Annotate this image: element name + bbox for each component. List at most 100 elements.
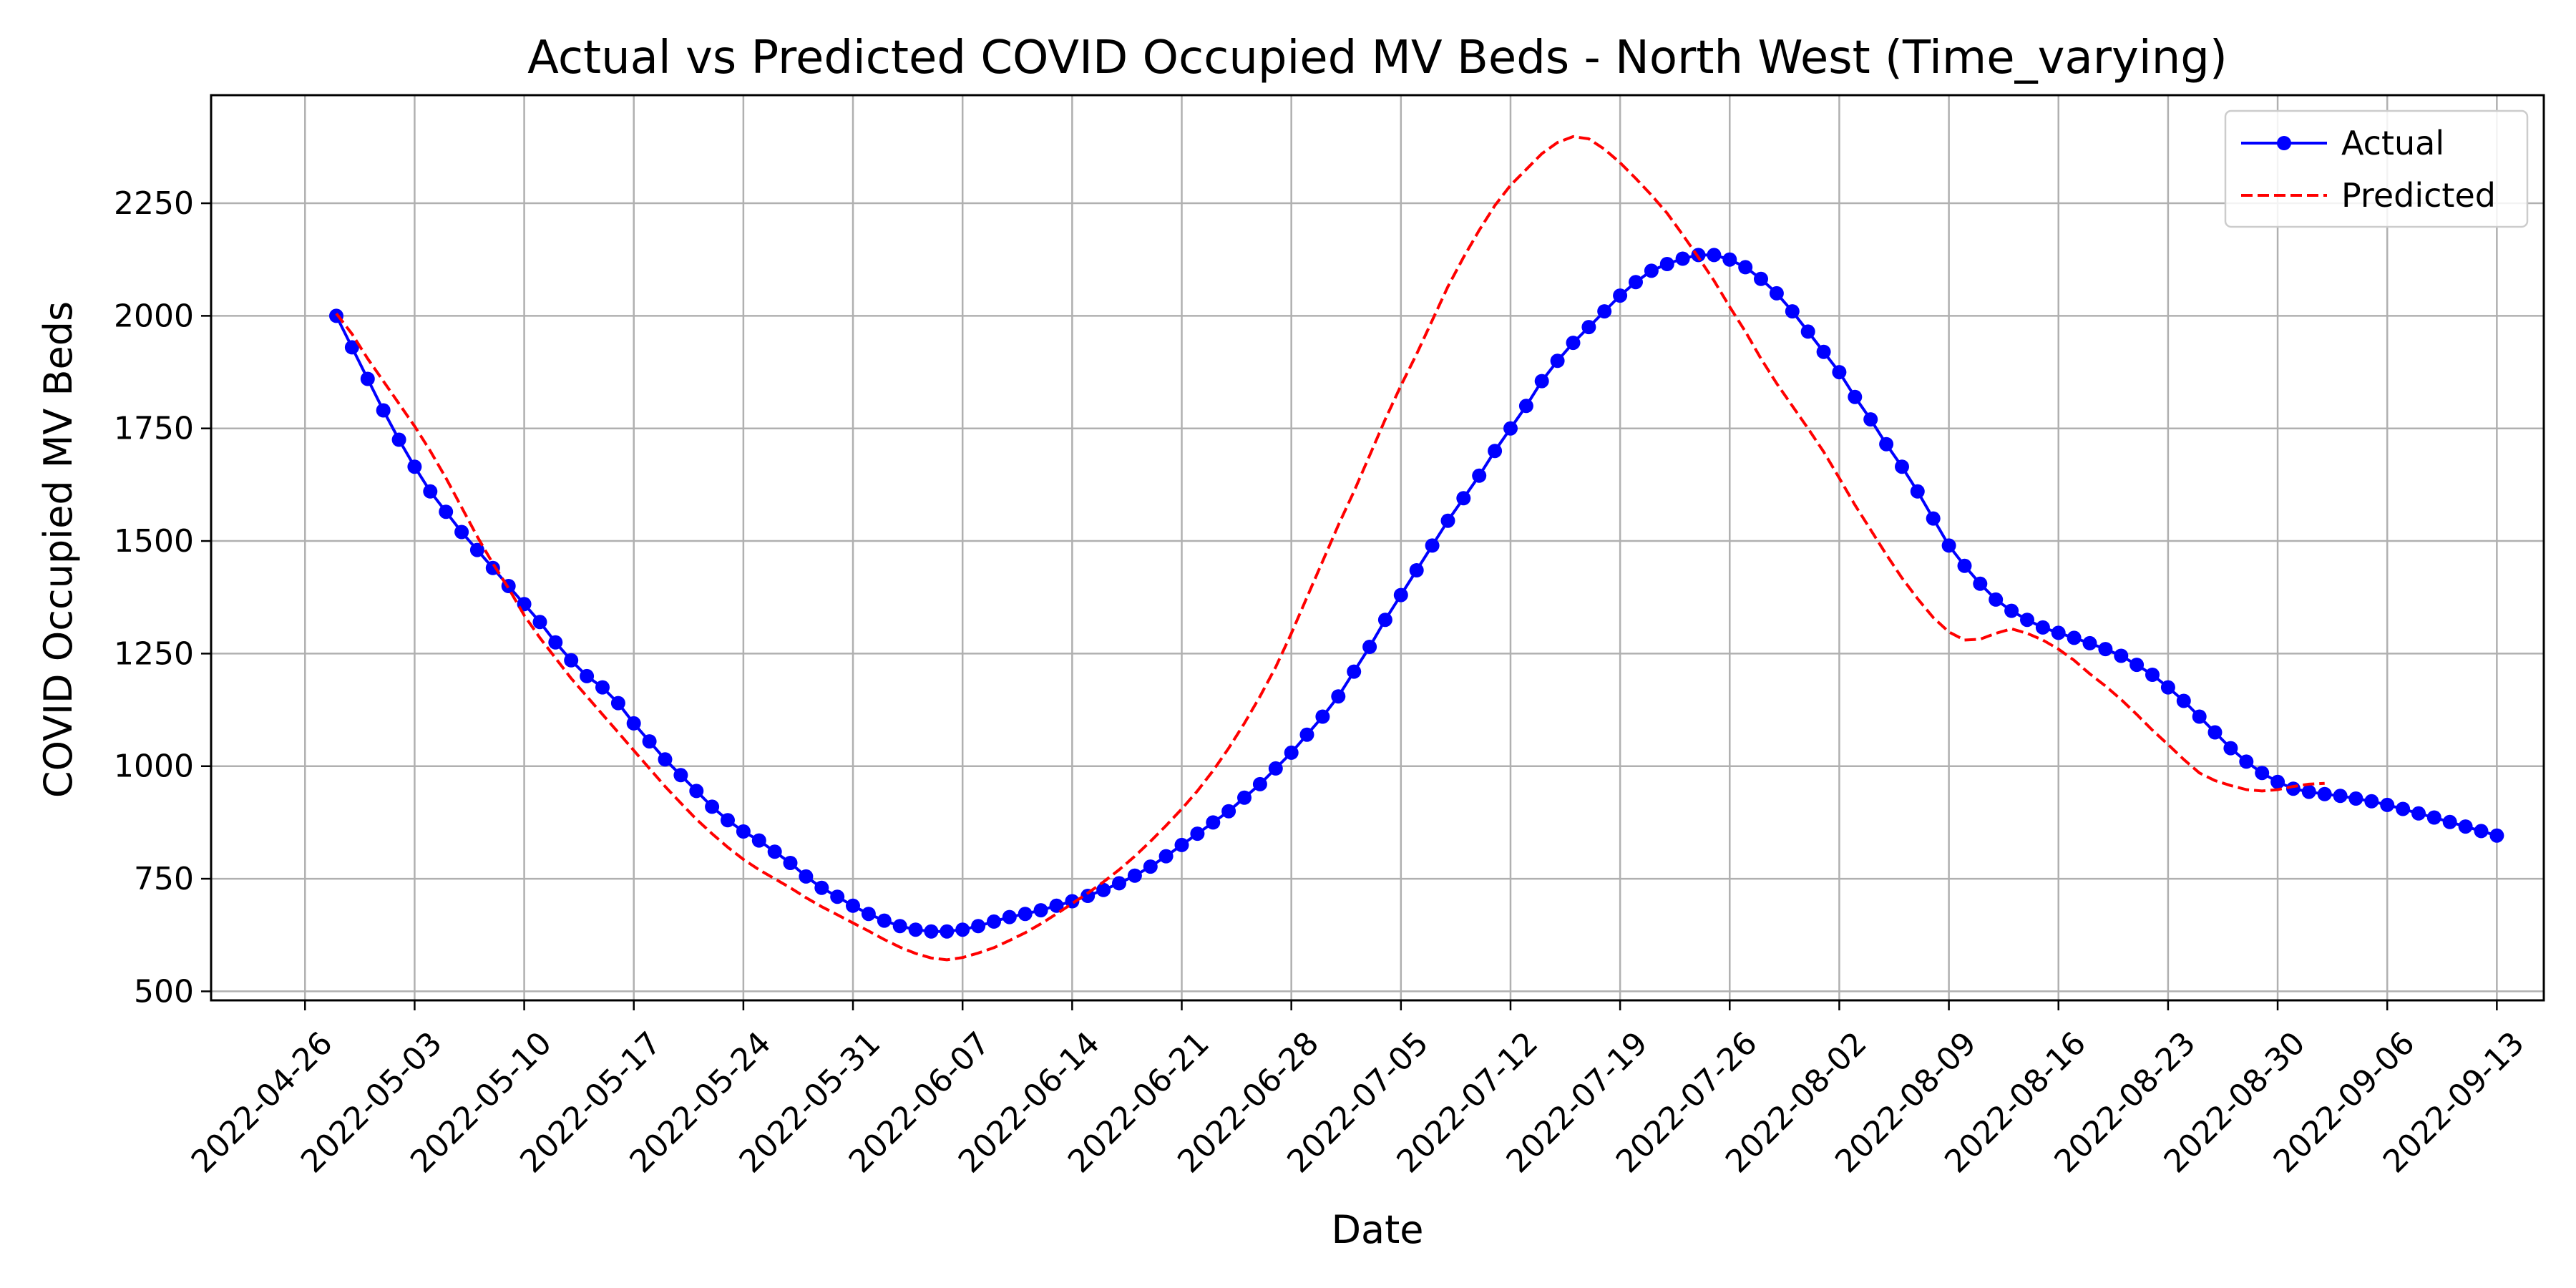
- y-tick-label: 1750: [114, 411, 194, 447]
- data-point-actual: [1299, 727, 1314, 742]
- data-point-actual: [1268, 761, 1283, 776]
- data-point-actual: [2082, 635, 2097, 650]
- y-tick-label: 1500: [114, 523, 194, 560]
- data-point-actual: [1722, 252, 1737, 267]
- data-point-actual: [564, 653, 579, 668]
- data-point-actual: [1832, 365, 1847, 380]
- data-point-actual: [2129, 658, 2145, 673]
- data-point-actual: [439, 504, 454, 519]
- data-point-actual: [2114, 648, 2129, 663]
- data-point-actual: [1597, 304, 1612, 319]
- data-point-actual: [658, 752, 673, 767]
- legend-label-predicted: Predicted: [2341, 176, 2496, 215]
- data-point-actual: [767, 844, 782, 859]
- data-point-actual: [1377, 613, 1392, 628]
- data-point-actual: [1409, 563, 1424, 577]
- data-point-actual: [595, 680, 610, 695]
- data-point-actual: [1221, 804, 1236, 819]
- data-point-actual: [626, 716, 641, 731]
- data-point-actual: [1518, 399, 1533, 414]
- data-point-actual: [1848, 389, 1863, 404]
- data-point-actual: [2380, 797, 2395, 812]
- data-point-actual: [1566, 336, 1581, 351]
- data-point-actual: [705, 799, 720, 814]
- data-point-actual: [1675, 251, 1690, 266]
- data-point-actual: [673, 768, 688, 783]
- y-tick-label: 2250: [114, 185, 194, 222]
- data-point-actual: [548, 635, 563, 650]
- data-point-actual: [1018, 907, 1033, 922]
- data-point-actual: [846, 898, 860, 913]
- data-point-actual: [1503, 421, 1518, 436]
- data-point-actual: [391, 432, 406, 447]
- data-point-actual: [376, 403, 391, 418]
- data-point-actual: [1926, 511, 1941, 526]
- data-point-actual: [1252, 776, 1267, 791]
- data-point-actual: [1973, 576, 1988, 591]
- data-point-actual: [1362, 640, 1377, 654]
- data-point-actual: [861, 907, 876, 922]
- series-line-predicted: [335, 135, 2325, 962]
- data-point-actual: [2411, 806, 2426, 821]
- data-point-actual: [454, 525, 469, 540]
- data-point-actual: [892, 919, 907, 934]
- data-point-actual: [2426, 810, 2441, 825]
- data-point-actual: [1425, 538, 1440, 553]
- data-point-actual: [1440, 513, 1455, 528]
- data-point-actual: [1816, 344, 1831, 359]
- axes-frame: [210, 94, 2545, 1002]
- data-point-actual: [783, 856, 798, 870]
- y-tick-label: 750: [134, 861, 194, 897]
- data-point-actual: [1065, 894, 1080, 909]
- data-point-actual: [1284, 745, 1299, 760]
- data-point-actual: [2348, 791, 2363, 806]
- data-point-actual: [2020, 613, 2034, 628]
- data-point-actual: [1941, 538, 1956, 553]
- data-point-actual: [1488, 444, 1503, 459]
- data-point-actual: [2051, 625, 2066, 640]
- data-point-actual: [2396, 801, 2411, 816]
- data-point-actual: [2192, 709, 2207, 724]
- data-point-actual: [1707, 248, 1722, 263]
- data-point-actual: [580, 668, 595, 683]
- data-point-actual: [2145, 668, 2160, 682]
- data-point-actual: [1237, 790, 1252, 805]
- data-point-actual: [532, 615, 547, 630]
- data-point-actual: [1206, 815, 1221, 830]
- data-point-actual: [1769, 286, 1784, 301]
- data-point-actual: [2317, 786, 2332, 801]
- data-point-actual: [1456, 491, 1471, 506]
- data-point-actual: [1644, 263, 1659, 278]
- chart-title: Actual vs Predicted COVID Occupied MV Be…: [527, 31, 2228, 84]
- data-point-actual: [407, 459, 422, 474]
- legend-label-actual: Actual: [2341, 124, 2444, 162]
- data-point-actual: [2239, 754, 2254, 769]
- x-axis-label: Date: [1331, 1207, 1423, 1252]
- data-point-actual: [1754, 271, 1768, 286]
- data-point-actual: [2458, 819, 2473, 834]
- data-point-actual: [2489, 828, 2504, 843]
- data-point-actual: [1738, 260, 1753, 275]
- data-point-actual: [1613, 288, 1628, 303]
- data-point-actual: [2098, 642, 2113, 657]
- data-point-actual: [689, 784, 704, 799]
- y-tick-label: 2000: [114, 298, 194, 334]
- y-axis-label: COVID Occupied MV Beds: [36, 301, 81, 798]
- data-point-actual: [1785, 304, 1800, 319]
- data-point-actual: [1863, 412, 1878, 427]
- data-point-actual: [1989, 592, 2004, 607]
- data-point-actual: [940, 924, 955, 939]
- data-point-actual: [2270, 774, 2285, 789]
- data-point-actual: [2474, 824, 2489, 839]
- data-point-actual: [2255, 766, 2270, 781]
- data-point-actual: [1174, 837, 1189, 852]
- data-point-actual: [1002, 909, 1017, 924]
- data-point-actual: [2160, 680, 2175, 695]
- legend-box: [2224, 109, 2529, 228]
- data-point-actual: [877, 913, 892, 928]
- data-point-actual: [2035, 620, 2050, 635]
- data-point-actual: [987, 914, 1001, 929]
- data-point-actual: [2067, 630, 2082, 645]
- legend-marker-actual: [2277, 136, 2291, 150]
